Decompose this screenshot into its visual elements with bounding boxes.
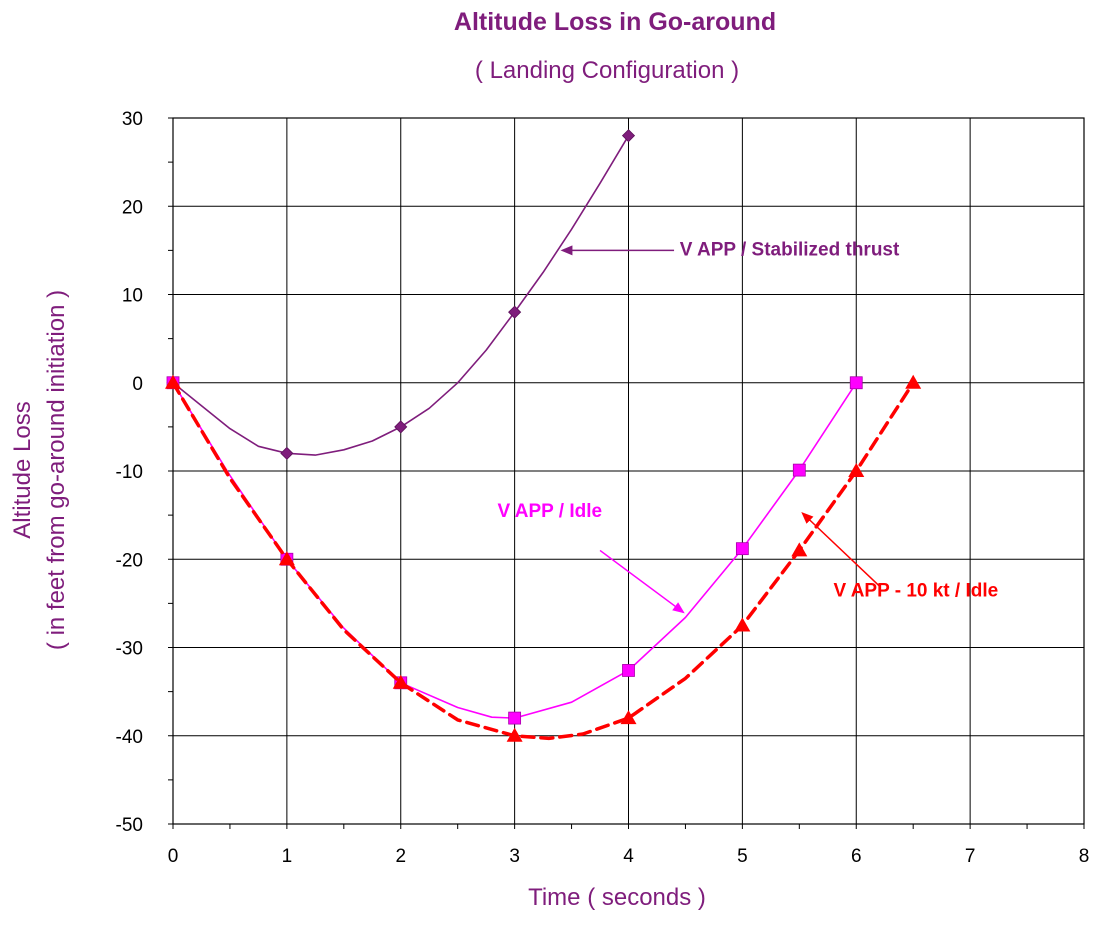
data-point-diamond xyxy=(621,129,636,143)
x-tick-label: 4 xyxy=(623,846,634,867)
series-line xyxy=(171,381,915,741)
data-point-triangle xyxy=(620,710,637,725)
data-point-square xyxy=(849,376,863,390)
data-point-triangle xyxy=(848,463,865,477)
y-tick-label: 20 xyxy=(122,197,143,218)
x-tick-label: 6 xyxy=(851,846,862,867)
data-point-diamond xyxy=(394,420,408,434)
data-point-triangle xyxy=(506,727,523,742)
x-tick-label: 8 xyxy=(1079,846,1090,867)
data-point-square xyxy=(735,542,749,556)
series-line xyxy=(172,382,858,719)
x-tick-label: 3 xyxy=(509,846,520,867)
data-point-triangle xyxy=(791,542,808,557)
y-tick-label: 30 xyxy=(122,109,143,130)
tick-labels: 0 1 2 3 4 5 6 7 8 30 20 10 0 -10 -20 -30 -40 -50 xyxy=(116,109,1090,867)
annotation-arrow xyxy=(599,549,685,614)
series xyxy=(165,129,922,742)
data-point-triangle xyxy=(392,674,409,689)
x-tick-label: 2 xyxy=(395,846,406,867)
annotation-arrow xyxy=(801,511,880,587)
x-tick-label: 7 xyxy=(965,846,976,867)
data-point-triangle xyxy=(278,551,295,566)
x-tick-label: 1 xyxy=(282,846,293,867)
axes xyxy=(168,117,1085,829)
data-point-triangle xyxy=(905,374,922,389)
data-point-diamond xyxy=(508,305,522,319)
y-tick-label: -50 xyxy=(116,815,143,836)
x-axis-label: Time ( seconds ) xyxy=(528,884,706,911)
y-tick-label: -10 xyxy=(116,462,143,483)
y-tick-label: -20 xyxy=(116,550,143,571)
y-axis-label-line1: Altitude Loss xyxy=(9,401,36,538)
annotations: V APP / Stabilized thrust V APP / Idle V A… xyxy=(498,240,998,614)
data-point-square xyxy=(508,711,522,725)
y-tick-label: -30 xyxy=(116,639,143,660)
data-point-triangle xyxy=(734,617,751,632)
x-tick-label: 5 xyxy=(737,846,748,867)
x-tick-label: 0 xyxy=(168,846,179,867)
annotation-label: V APP / Idle xyxy=(498,501,603,522)
series-3 xyxy=(165,374,922,742)
annotation-label: V APP / Stabilized thrust xyxy=(680,240,900,261)
data-point-triangle xyxy=(165,374,181,389)
y-axis-label-line2: ( in feet from go-around initiation ) xyxy=(43,290,70,650)
data-point-diamond xyxy=(280,446,294,460)
chart-title: Altitude Loss in Go-around xyxy=(454,8,776,36)
annotation-label: V APP - 10 kt / Idle xyxy=(833,580,998,601)
data-point-square xyxy=(792,463,806,477)
data-point-square xyxy=(622,664,635,677)
y-tick-label: 0 xyxy=(132,374,143,395)
y-tick-label: -40 xyxy=(116,727,143,748)
chart-subtitle: ( Landing Configuration ) xyxy=(475,57,739,84)
y-tick-label: 10 xyxy=(122,286,143,307)
series-1 xyxy=(166,129,636,460)
